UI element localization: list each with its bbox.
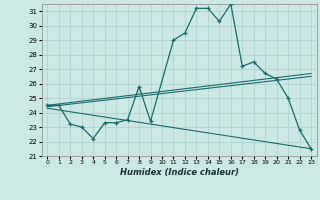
- X-axis label: Humidex (Indice chaleur): Humidex (Indice chaleur): [120, 168, 239, 177]
